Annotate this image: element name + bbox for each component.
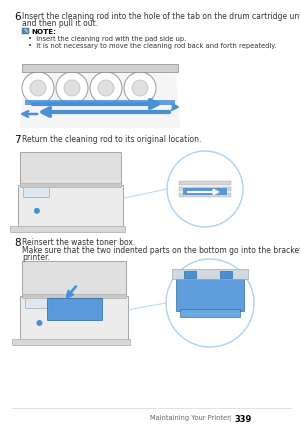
Circle shape bbox=[98, 80, 114, 96]
FancyBboxPatch shape bbox=[179, 187, 231, 191]
FancyBboxPatch shape bbox=[22, 262, 126, 296]
FancyBboxPatch shape bbox=[20, 183, 121, 187]
FancyBboxPatch shape bbox=[25, 100, 175, 105]
FancyBboxPatch shape bbox=[12, 339, 130, 345]
Text: NOTE:: NOTE: bbox=[31, 29, 56, 35]
Text: Insert the cleaning rod into the hole of the tab on the drum cartridge until it : Insert the cleaning rod into the hole of… bbox=[22, 12, 300, 21]
FancyBboxPatch shape bbox=[47, 298, 102, 321]
FancyBboxPatch shape bbox=[10, 226, 125, 232]
Text: 6: 6 bbox=[14, 12, 21, 22]
FancyBboxPatch shape bbox=[172, 269, 248, 279]
FancyBboxPatch shape bbox=[180, 309, 240, 317]
FancyBboxPatch shape bbox=[20, 152, 121, 185]
Circle shape bbox=[124, 72, 156, 104]
Circle shape bbox=[166, 259, 254, 347]
FancyBboxPatch shape bbox=[25, 296, 52, 308]
Text: |: | bbox=[228, 415, 230, 422]
Circle shape bbox=[56, 72, 88, 104]
FancyBboxPatch shape bbox=[179, 193, 231, 197]
FancyBboxPatch shape bbox=[23, 185, 49, 197]
Text: Return the cleaning rod to its original location.: Return the cleaning rod to its original … bbox=[22, 135, 201, 144]
Circle shape bbox=[22, 72, 54, 104]
Text: •  Insert the cleaning rod with the pad side up.: • Insert the cleaning rod with the pad s… bbox=[28, 36, 186, 42]
FancyBboxPatch shape bbox=[22, 64, 178, 72]
FancyBboxPatch shape bbox=[183, 188, 227, 195]
Circle shape bbox=[34, 208, 40, 214]
Text: and then pull it out.: and then pull it out. bbox=[22, 19, 98, 28]
Circle shape bbox=[30, 80, 46, 96]
Text: Maintaining Your Printer: Maintaining Your Printer bbox=[150, 415, 230, 421]
FancyBboxPatch shape bbox=[20, 296, 128, 341]
Circle shape bbox=[132, 80, 148, 96]
FancyBboxPatch shape bbox=[22, 28, 29, 34]
FancyBboxPatch shape bbox=[18, 185, 123, 228]
Text: 7: 7 bbox=[14, 135, 21, 145]
Text: 8: 8 bbox=[14, 238, 21, 248]
FancyBboxPatch shape bbox=[179, 181, 231, 185]
Text: ✎: ✎ bbox=[23, 29, 28, 34]
Text: Make sure that the two indented parts on the bottom go into the brackets on the: Make sure that the two indented parts on… bbox=[22, 246, 300, 255]
Text: •  It is not necessary to move the cleaning rod back and forth repeatedly.: • It is not necessary to move the cleani… bbox=[28, 43, 276, 49]
Circle shape bbox=[167, 151, 243, 227]
FancyBboxPatch shape bbox=[22, 293, 126, 298]
FancyBboxPatch shape bbox=[184, 271, 196, 278]
Text: Reinsert the waste toner box.: Reinsert the waste toner box. bbox=[22, 238, 135, 247]
Circle shape bbox=[36, 320, 42, 326]
FancyBboxPatch shape bbox=[176, 279, 244, 311]
Polygon shape bbox=[20, 65, 180, 128]
FancyBboxPatch shape bbox=[220, 271, 232, 278]
Text: printer.: printer. bbox=[22, 253, 50, 262]
Circle shape bbox=[64, 80, 80, 96]
Text: 339: 339 bbox=[234, 415, 251, 424]
Circle shape bbox=[90, 72, 122, 104]
